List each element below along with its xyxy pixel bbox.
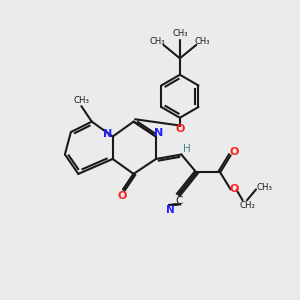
- Text: CH₃: CH₃: [150, 38, 165, 46]
- Text: CH₃: CH₃: [172, 29, 188, 38]
- Text: N: N: [154, 128, 164, 138]
- Text: O: O: [230, 184, 239, 194]
- Text: H: H: [184, 144, 191, 154]
- Text: N: N: [166, 205, 174, 215]
- Text: CH₃: CH₃: [73, 96, 89, 105]
- Text: N: N: [103, 130, 112, 140]
- Text: O: O: [118, 191, 127, 201]
- Text: CH₃: CH₃: [194, 38, 210, 46]
- Text: O: O: [230, 147, 239, 158]
- Text: CH₂: CH₂: [239, 201, 255, 210]
- Text: CH₃: CH₃: [256, 182, 272, 191]
- Text: O: O: [175, 124, 184, 134]
- Text: C: C: [175, 196, 183, 206]
